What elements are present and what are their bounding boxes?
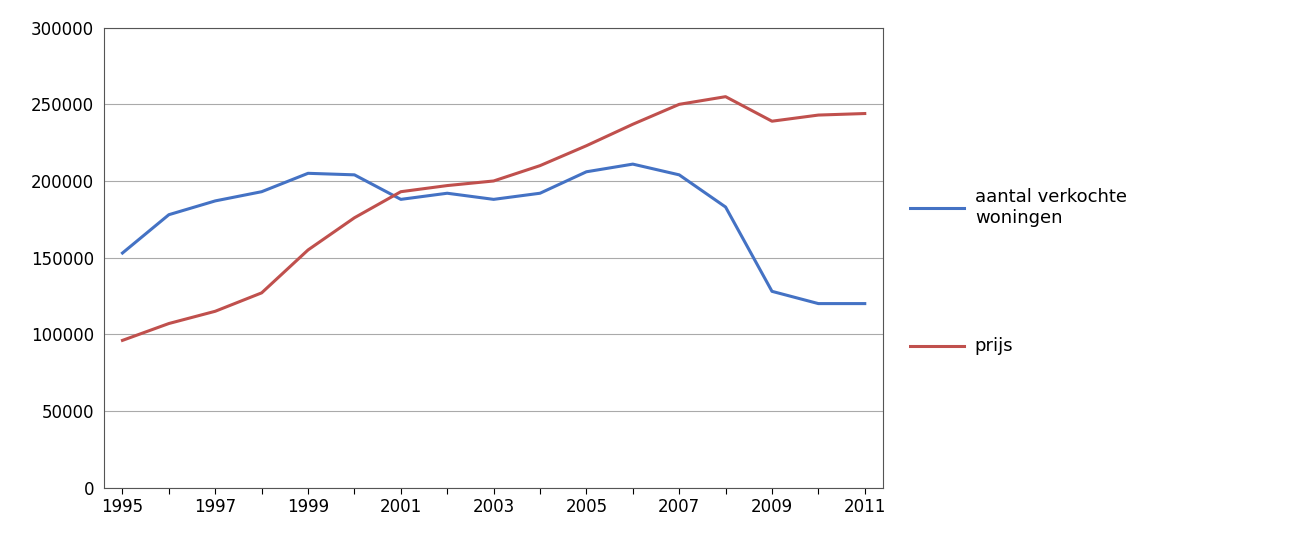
prijs (161, 320, 177, 327)
aantal verkochte
woningen (625, 161, 640, 167)
prijs (347, 214, 362, 221)
prijs (439, 182, 455, 189)
aantal verkochte
woningen (439, 190, 455, 197)
prijs (208, 308, 223, 315)
aantal verkochte
woningen (347, 172, 362, 178)
Line: aantal verkochte
woningen: aantal verkochte woningen (122, 164, 865, 304)
prijs (764, 118, 779, 125)
aantal verkochte
woningen (300, 170, 316, 177)
aantal verkochte
woningen (857, 300, 873, 307)
prijs (533, 162, 548, 169)
aantal verkochte
woningen (533, 190, 548, 197)
aantal verkochte
woningen (718, 204, 734, 211)
aantal verkochte
woningen (253, 188, 269, 195)
prijs (300, 247, 316, 253)
aantal verkochte
woningen (578, 168, 594, 175)
prijs (672, 101, 687, 107)
Line: prijs: prijs (122, 97, 865, 340)
aantal verkochte
woningen (114, 250, 130, 257)
Text: prijs: prijs (974, 337, 1013, 355)
prijs (578, 142, 594, 149)
aantal verkochte
woningen (672, 172, 687, 178)
prijs (253, 290, 269, 296)
aantal verkochte
woningen (161, 212, 177, 218)
aantal verkochte
woningen (394, 196, 409, 203)
aantal verkochte
woningen (486, 196, 501, 203)
prijs (486, 178, 501, 184)
aantal verkochte
woningen (764, 288, 779, 295)
aantal verkochte
woningen (811, 300, 826, 307)
aantal verkochte
woningen (208, 198, 223, 204)
prijs (625, 121, 640, 127)
prijs (857, 110, 873, 117)
prijs (718, 94, 734, 100)
prijs (394, 188, 409, 195)
prijs (114, 337, 130, 343)
prijs (811, 112, 826, 119)
Text: aantal verkochte
woningen: aantal verkochte woningen (974, 188, 1126, 227)
